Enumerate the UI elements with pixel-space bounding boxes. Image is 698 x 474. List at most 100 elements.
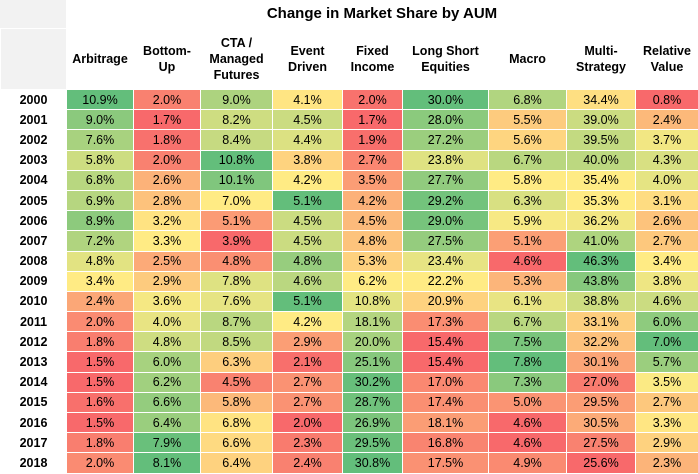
heatmap-cell: 6.7% [489,150,567,170]
heatmap-cell: 30.8% [343,453,403,473]
heatmap-cell: 7.9% [134,433,201,453]
heatmap-cell: 16.8% [403,433,489,453]
heatmap-cell: 8.2% [201,110,273,130]
heatmap-cell: 20.9% [403,291,489,311]
heatmap-cell: 1.5% [67,413,134,433]
heatmap-cell: 17.4% [403,392,489,412]
heatmap-cell: 4.5% [343,211,403,231]
heatmap-cell: 4.0% [636,170,698,190]
heatmap-cell: 4.5% [201,372,273,392]
heatmap-cell: 6.3% [489,190,567,210]
heatmap-cell: 2.0% [343,90,403,110]
heatmap-cell: 27.0% [567,372,636,392]
heatmap-cell: 1.8% [67,332,134,352]
heatmap-cell: 2.5% [134,251,201,271]
heatmap-cell: 6.4% [201,453,273,473]
heatmap-cell: 2.9% [273,332,343,352]
heatmap-cell: 6.8% [67,170,134,190]
heatmap-cell: 5.7% [636,352,698,372]
heatmap-cell: 35.3% [567,190,636,210]
heatmap-cell: 43.8% [567,271,636,291]
heatmap-cell: 3.4% [67,271,134,291]
column-header: Relative Value [636,29,698,90]
heatmap-cell: 8.4% [201,130,273,150]
heatmap-cell: 7.6% [67,130,134,150]
row-label-year: 2016 [1,413,67,433]
heatmap-cell: 2.3% [273,433,343,453]
heatmap-cell: 40.0% [567,150,636,170]
heatmap-cell: 10.9% [67,90,134,110]
heatmap-cell: 5.8% [67,150,134,170]
heatmap-cell: 6.1% [489,291,567,311]
heatmap-cell: 8.5% [201,332,273,352]
heatmap-cell: 41.0% [567,231,636,251]
row-label-year: 2014 [1,372,67,392]
row-label-year: 2018 [1,453,67,473]
heatmap-cell: 32.2% [567,332,636,352]
heatmap-cell: 2.0% [67,453,134,473]
heatmap-cell: 18.1% [343,312,403,332]
heatmap-cell: 1.9% [343,130,403,150]
heatmap-cell: 34.4% [567,90,636,110]
heatmap-cell: 10.8% [201,150,273,170]
heatmap-cell: 17.5% [403,453,489,473]
heatmap-cell: 2.0% [273,413,343,433]
heatmap-cell: 20.0% [343,332,403,352]
heatmap-cell: 3.8% [273,150,343,170]
heatmap-cell: 5.5% [489,110,567,130]
heatmap-cell: 4.8% [201,251,273,271]
heatmap-cell: 6.0% [134,352,201,372]
heatmap-cell: 2.6% [636,211,698,231]
heatmap-cell: 15.4% [403,332,489,352]
heatmap-cell: 28.7% [343,392,403,412]
heatmap-cell: 30.5% [567,413,636,433]
heatmap-cell: 2.8% [134,190,201,210]
heatmap-cell: 36.2% [567,211,636,231]
heatmap-cell: 25.1% [343,352,403,372]
column-header: Bottom-Up [134,29,201,90]
heatmap-cell: 5.1% [489,231,567,251]
heatmap-cell: 7.6% [201,291,273,311]
heatmap-cell: 0.8% [636,90,698,110]
row-label-year: 2005 [1,190,67,210]
heatmap-cell: 5.1% [201,211,273,231]
row-label-year: 2017 [1,433,67,453]
heatmap-cell: 2.0% [134,90,201,110]
heatmap-cell: 2.9% [636,433,698,453]
heatmap-cell: 15.4% [403,352,489,372]
heatmap-cell: 2.7% [636,231,698,251]
heatmap-cell: 26.9% [343,413,403,433]
heatmap-cell: 2.9% [134,271,201,291]
row-label-year: 2008 [1,251,67,271]
column-header: CTA / Managed Futures [201,29,273,90]
chart-title: Change in Market Share by AUM [66,0,698,28]
heatmap-cell: 7.0% [636,332,698,352]
heatmap-cell: 2.0% [67,312,134,332]
heatmap-cell: 6.6% [201,433,273,453]
heatmap-cell: 18.1% [403,413,489,433]
row-label-year: 2002 [1,130,67,150]
heatmap-cell: 2.7% [273,392,343,412]
heatmap-cell: 38.8% [567,291,636,311]
heatmap-cell: 5.1% [273,291,343,311]
heatmap-cell: 4.5% [273,211,343,231]
heatmap-cell: 39.5% [567,130,636,150]
heatmap-cell: 27.2% [403,130,489,150]
column-header: Multi-Strategy [567,29,636,90]
heatmap-cell: 9.0% [67,110,134,130]
heatmap-cell: 5.8% [201,392,273,412]
heatmap-cell: 10.1% [201,170,273,190]
heatmap-cell: 1.8% [134,130,201,150]
heatmap-cell: 4.8% [67,251,134,271]
column-header: Event Driven [273,29,343,90]
